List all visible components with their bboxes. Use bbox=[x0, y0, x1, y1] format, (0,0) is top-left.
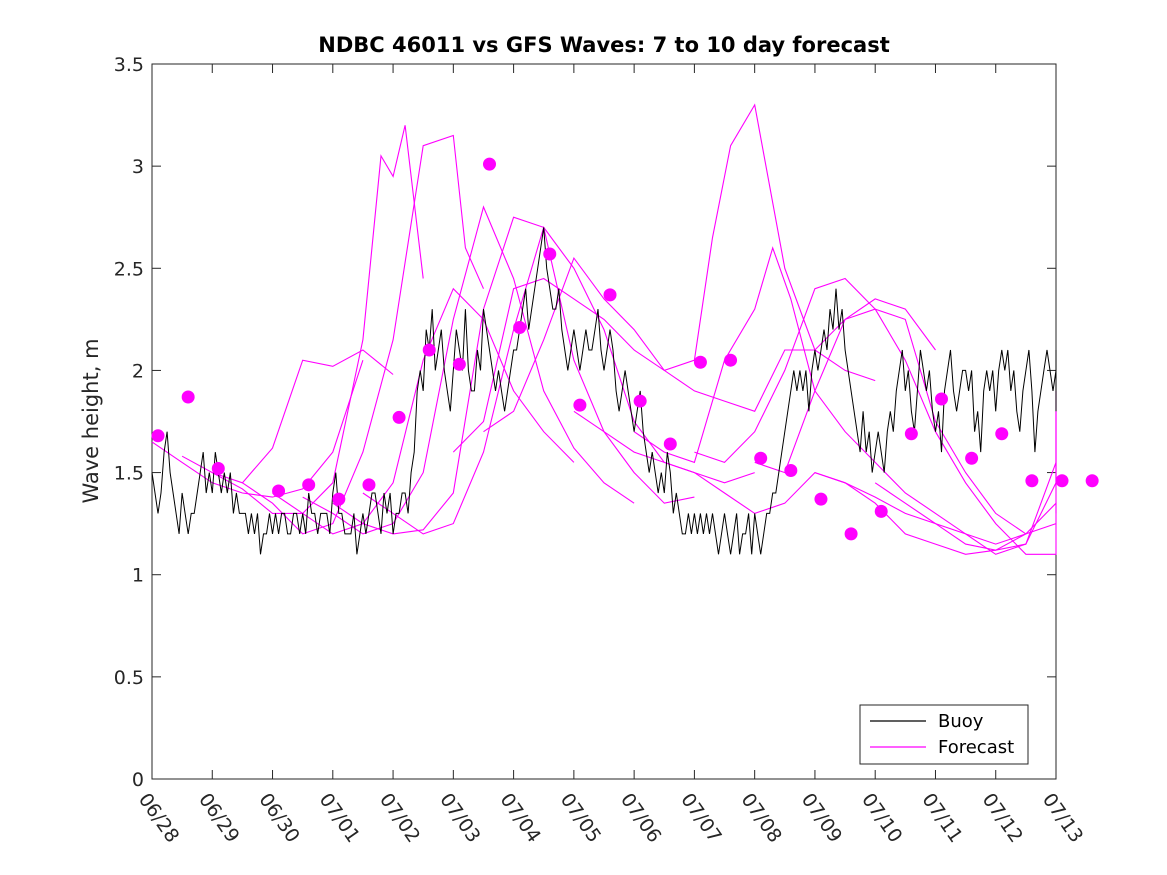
legend: Buoy Forecast bbox=[859, 704, 1029, 765]
forecast-marker bbox=[1025, 474, 1039, 488]
forecast-marker bbox=[513, 321, 527, 335]
forecast-marker bbox=[754, 451, 768, 465]
buoy-series-group bbox=[151, 227, 1057, 555]
forecast-line bbox=[242, 134, 485, 535]
forecast-marker bbox=[392, 410, 406, 424]
forecast-marker bbox=[272, 484, 286, 498]
legend-forecast-label: Forecast bbox=[938, 737, 1014, 758]
forecast-line bbox=[272, 287, 575, 535]
forecast-marker bbox=[452, 357, 466, 371]
forecast-marker bbox=[543, 247, 557, 261]
forecast-marker bbox=[724, 353, 738, 367]
forecast-marker bbox=[995, 427, 1009, 441]
forecast-marker bbox=[844, 527, 858, 541]
x-tick-label: 07/11 bbox=[917, 789, 966, 846]
forecast-line bbox=[694, 277, 1057, 535]
forecast-line bbox=[452, 103, 876, 453]
forecast-line bbox=[332, 216, 695, 535]
x-tick-label: 07/06 bbox=[616, 789, 665, 846]
forecast-series-group bbox=[151, 103, 1057, 555]
forecast-line bbox=[814, 390, 1057, 551]
x-tick-label: 07/09 bbox=[797, 789, 846, 846]
x-tick-label: 07/02 bbox=[375, 789, 424, 846]
forecast-line bbox=[483, 256, 936, 433]
forecast-line bbox=[181, 349, 394, 484]
x-tick-label: 06/30 bbox=[254, 789, 303, 846]
y-tick-label: 1 bbox=[132, 565, 144, 587]
forecast-marker bbox=[573, 398, 587, 412]
y-tick-label: 3 bbox=[132, 156, 144, 178]
forecast-line bbox=[573, 410, 1027, 555]
forecast-marker bbox=[482, 157, 496, 171]
x-tick-label: 06/28 bbox=[134, 789, 183, 846]
x-tick-label: 07/01 bbox=[315, 789, 364, 846]
forecast-marker bbox=[422, 343, 436, 357]
x-tick-label: 07/12 bbox=[978, 789, 1027, 846]
legend-box bbox=[859, 704, 1029, 765]
y-tick-label: 0 bbox=[132, 769, 144, 791]
forecast-marker bbox=[904, 427, 918, 441]
forecast-marker bbox=[1085, 474, 1099, 488]
forecast-marker bbox=[603, 288, 617, 302]
x-tick-label: 07/04 bbox=[496, 789, 545, 846]
y-tick-label: 2 bbox=[132, 360, 144, 382]
y-tick-label: 3.5 bbox=[114, 54, 144, 76]
forecast-marker bbox=[302, 478, 316, 492]
forecast-marker bbox=[362, 478, 376, 492]
chart-title: NDBC 46011 vs GFS Waves: 7 to 10 day for… bbox=[318, 33, 889, 57]
x-tick-label: 07/07 bbox=[676, 789, 725, 846]
forecast-marker-group bbox=[151, 157, 1099, 541]
forecast-line bbox=[212, 125, 424, 514]
x-tick-label: 07/05 bbox=[556, 789, 605, 846]
x-tick-label: 07/03 bbox=[435, 789, 484, 846]
y-tick-label: 0.5 bbox=[114, 667, 144, 689]
forecast-marker bbox=[1055, 474, 1069, 488]
forecast-marker bbox=[784, 464, 798, 478]
forecast-line bbox=[302, 205, 635, 535]
forecast-marker bbox=[693, 355, 707, 369]
forecast-marker bbox=[151, 429, 165, 443]
x-tick-label: 07/08 bbox=[737, 789, 786, 846]
x-tick-label: 07/13 bbox=[1038, 789, 1087, 846]
forecast-marker bbox=[934, 392, 948, 406]
legend-buoy-label: Buoy bbox=[938, 711, 984, 732]
forecast-marker bbox=[633, 394, 647, 408]
forecast-marker bbox=[211, 461, 225, 475]
forecast-marker bbox=[965, 451, 979, 465]
y-tick-label: 1.5 bbox=[114, 463, 144, 485]
plot-area-frame bbox=[151, 63, 1057, 780]
forecast-marker bbox=[874, 504, 888, 518]
forecast-line bbox=[151, 360, 364, 498]
forecast-marker bbox=[181, 390, 195, 404]
forecast-marker bbox=[332, 492, 346, 506]
forecast-line bbox=[633, 246, 1057, 545]
forecast-marker bbox=[663, 437, 677, 451]
x-tick-label: 06/29 bbox=[194, 789, 243, 846]
buoy-line bbox=[151, 227, 1057, 555]
y-axis: 0 0.5 1 1.5 2 2.5 3 3.5 bbox=[114, 54, 1056, 791]
x-tick-label: 07/10 bbox=[857, 789, 906, 846]
forecast-line bbox=[874, 411, 1057, 555]
y-tick-label: 2.5 bbox=[114, 258, 144, 280]
forecast-marker bbox=[814, 492, 828, 506]
y-axis-label: Wave height, m bbox=[79, 338, 103, 503]
